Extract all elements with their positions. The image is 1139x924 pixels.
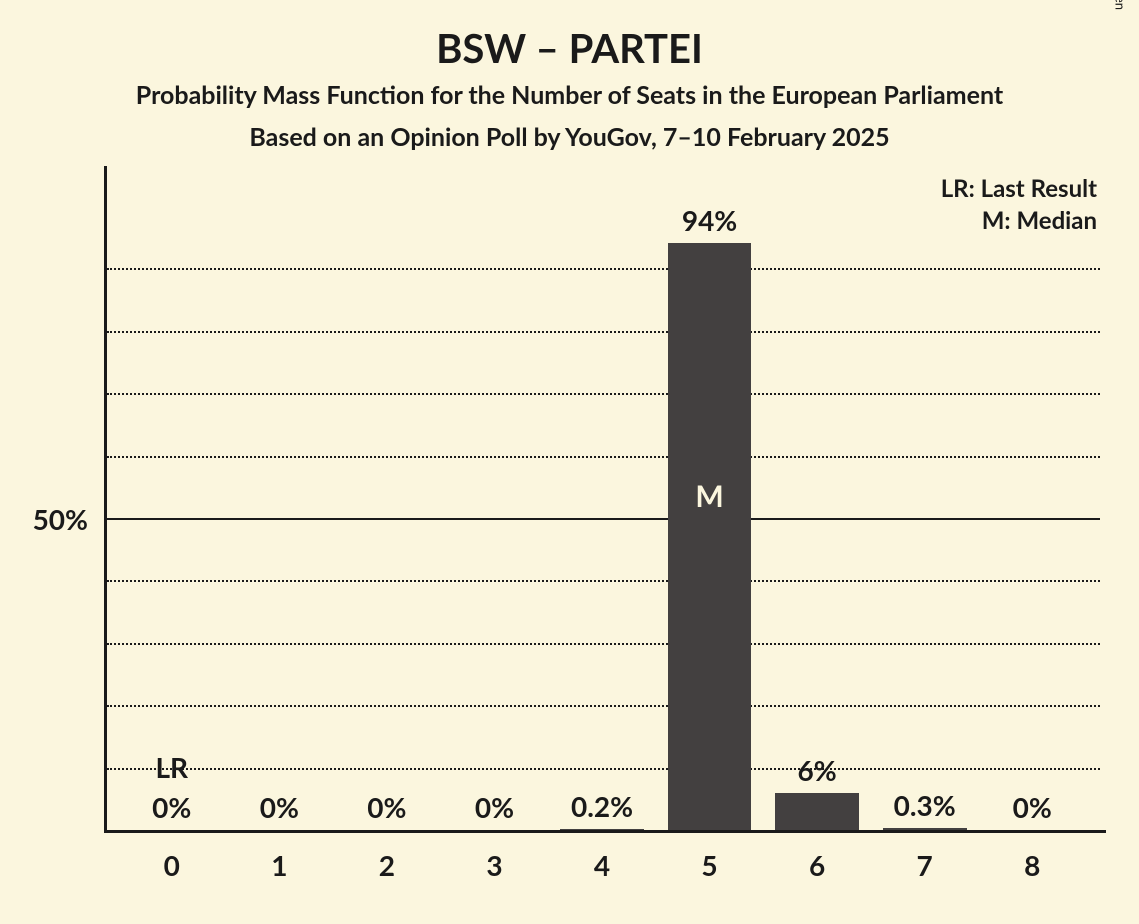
gridline (107, 456, 1100, 458)
bar (775, 793, 859, 830)
chart-subtitle-1: Probability Mass Function for the Number… (0, 80, 1139, 110)
x-tick-label: 8 (1024, 848, 1040, 882)
gridline (107, 643, 1100, 645)
chart-title: BSW – PARTEI (0, 24, 1139, 72)
x-tick-label: 6 (809, 848, 825, 882)
annotation-lr: LR (155, 750, 188, 784)
gridline (107, 768, 1100, 770)
gridline (107, 268, 1100, 270)
bar (668, 243, 752, 830)
bar-value-label: 0% (367, 790, 406, 824)
x-axis (104, 830, 1106, 833)
bar-value-label: 0.3% (894, 788, 956, 822)
copyright-text: © 2025 Filip van Laenen (1113, 0, 1129, 10)
y-axis (104, 166, 107, 830)
gridline (107, 331, 1100, 333)
gridline (107, 705, 1100, 707)
x-tick-label: 0 (164, 848, 180, 882)
x-tick-label: 2 (379, 848, 395, 882)
bar-value-label: 6% (798, 753, 837, 787)
bar-value-label: 94% (682, 203, 737, 237)
gridline-major (107, 518, 1100, 520)
legend-lr: LR: Last Result (941, 174, 1097, 203)
x-tick-label: 4 (594, 848, 610, 882)
gridline (107, 580, 1100, 582)
bar-value-label: 0% (260, 790, 299, 824)
x-tick-label: 5 (701, 848, 717, 882)
bar-value-label: 0% (152, 790, 191, 824)
bar-value-label: 0.2% (571, 789, 633, 823)
gridline (107, 393, 1100, 395)
x-tick-label: 7 (917, 848, 933, 882)
chart-subtitle-2: Based on an Opinion Poll by YouGov, 7–10… (0, 122, 1139, 152)
bar-value-label: 0% (1013, 790, 1052, 824)
chart-plot-area: 0% 0% 0% 0% 0.2% 94% 6% 0.3% 0% LR M (104, 206, 1100, 830)
bar-value-label: 0% (475, 790, 514, 824)
x-tick-label: 1 (271, 848, 287, 882)
y-tick-label: 50% (0, 502, 88, 536)
x-tick-label: 3 (486, 848, 502, 882)
annotation-median: M (695, 478, 723, 514)
